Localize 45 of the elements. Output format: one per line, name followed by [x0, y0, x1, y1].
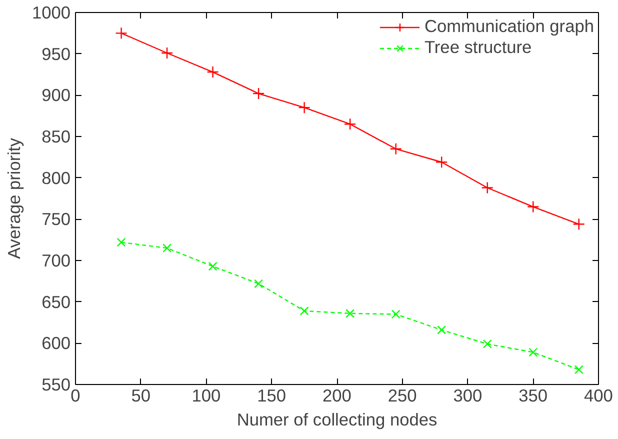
x-tick-label: 350 [518, 386, 548, 406]
y-tick-label: 750 [42, 209, 71, 230]
point [300, 306, 309, 316]
x-tick-label: 150 [257, 386, 286, 406]
x-tick-label: 50 [131, 386, 151, 406]
x-tick-label: 100 [192, 386, 221, 406]
x-tick-label: 400 [584, 386, 613, 406]
y-tick-label: 900 [42, 85, 71, 106]
x-tick-label: 0 [70, 386, 80, 406]
point [390, 142, 402, 155]
y-tick-label: 850 [42, 126, 71, 146]
point [391, 310, 400, 319]
legend-label: Communication graph [424, 16, 594, 37]
y-axis-title: Average priority [4, 138, 24, 260]
x-tick-label: 300 [453, 386, 482, 406]
point [162, 244, 172, 253]
y-tick-label: 800 [42, 168, 71, 188]
point [254, 279, 264, 288]
legend-label: Tree structure [424, 37, 532, 58]
y-tick-label: 600 [42, 333, 71, 354]
point [116, 238, 126, 247]
y-tick-label: 950 [42, 44, 71, 64]
point [208, 262, 218, 271]
point [436, 156, 448, 168]
y-tick-label: 550 [42, 374, 71, 394]
point [298, 101, 310, 114]
y-tick-label: 1000 [32, 2, 71, 22]
x-tick-label: 250 [388, 386, 417, 406]
point [481, 182, 494, 194]
point [572, 218, 585, 230]
point [160, 46, 174, 60]
x-axis-title: Numer of collecting nodes [236, 410, 438, 430]
point [252, 87, 265, 100]
point [527, 200, 540, 213]
point [206, 66, 219, 78]
point [346, 308, 355, 318]
y-tick-label: 650 [42, 292, 71, 312]
point [344, 118, 356, 130]
point [115, 27, 128, 40]
point [528, 348, 538, 357]
x-tick-label: 200 [322, 386, 352, 406]
y-tick-label: 700 [42, 250, 71, 270]
point [482, 340, 492, 348]
point [574, 365, 584, 374]
point [437, 325, 446, 334]
